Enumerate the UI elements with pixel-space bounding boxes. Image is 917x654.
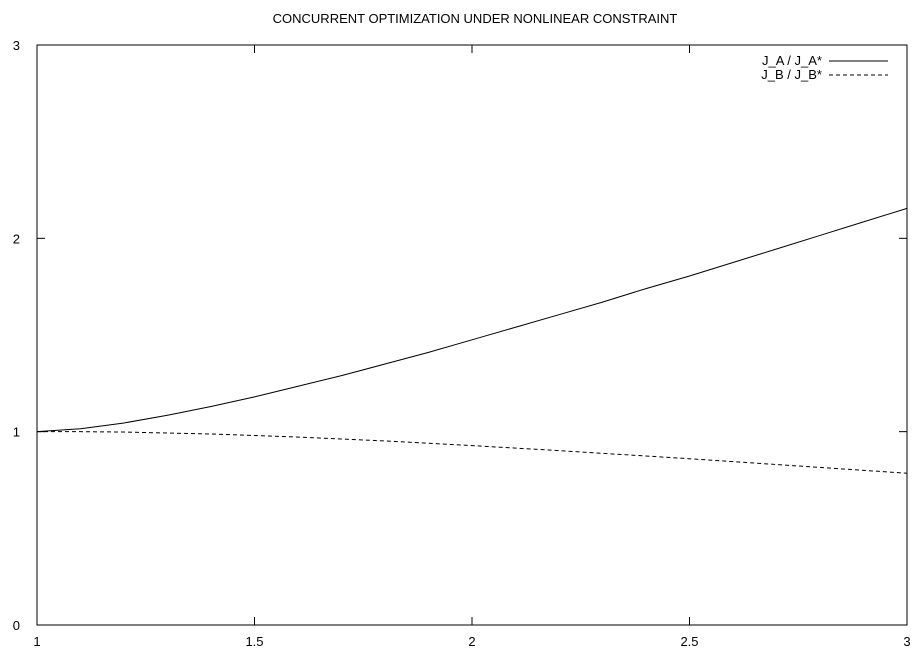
- x-tick-label: 1: [33, 634, 40, 649]
- series-line-1: [36, 207, 908, 433]
- legend: J_A / J_A*J_B / J_B*: [761, 53, 888, 82]
- x-tick-label: 3: [903, 634, 910, 649]
- plot-frame: [36, 44, 908, 626]
- y-tick-label: 0: [13, 618, 20, 633]
- x-tick-label: 2: [468, 634, 475, 649]
- y-tick-label: 2: [13, 231, 20, 246]
- legend-label-1: J_A / J_A*: [762, 53, 822, 68]
- y-tick-label: 3: [13, 38, 20, 53]
- chart-title: CONCURRENT OPTIMIZATION UNDER NONLINEAR …: [273, 11, 678, 26]
- x-tick-label: 1.5: [245, 634, 263, 649]
- legend-label-2: J_B / J_B*: [761, 67, 822, 82]
- y-tick-label: 1: [13, 425, 20, 440]
- series-line-2: [37, 431, 908, 474]
- x-tick-label: 2.5: [680, 634, 698, 649]
- series-layer: [36, 207, 908, 474]
